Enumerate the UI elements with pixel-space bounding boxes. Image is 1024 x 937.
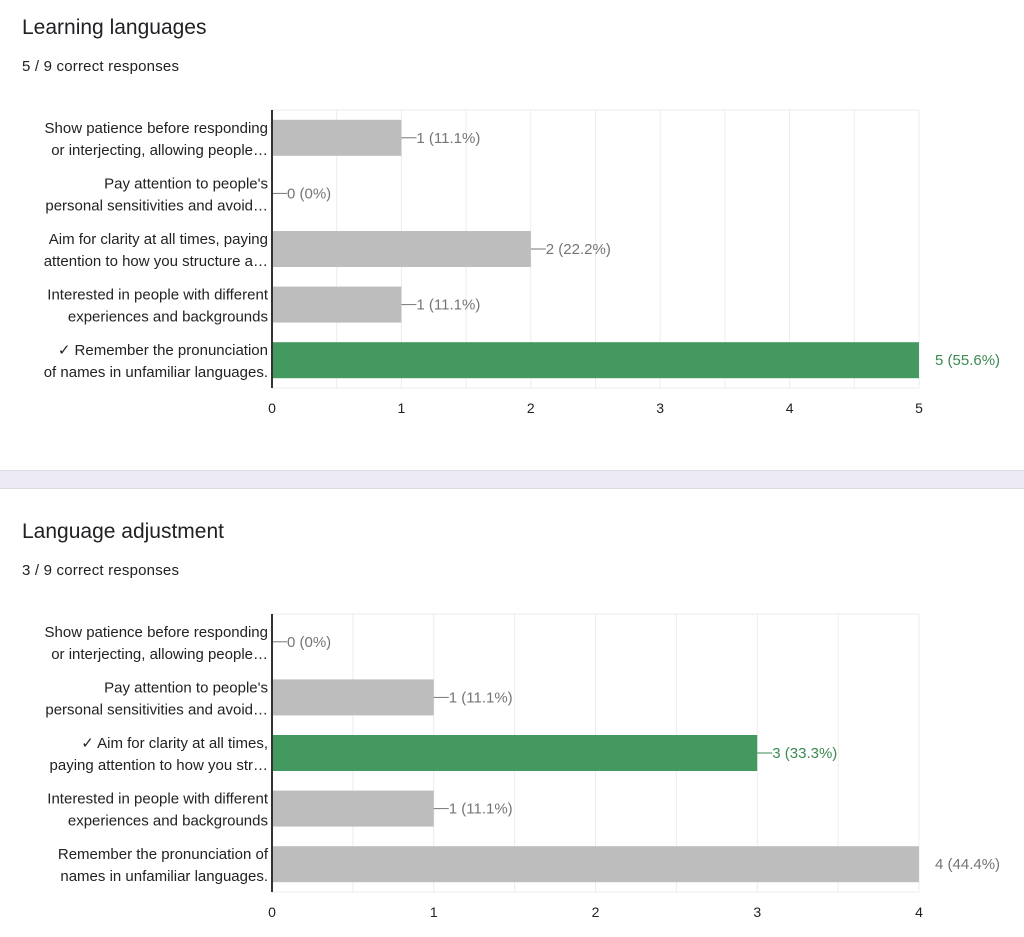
x-tick-label: 1: [398, 400, 406, 416]
data-label: 1 (11.1%): [416, 297, 480, 314]
category-label-line: experiences and backgrounds: [68, 309, 268, 326]
category-label-line: Aim for clarity at all times, paying: [49, 231, 268, 248]
category-label: ✓ Remember the pronunciation of names in …: [44, 342, 268, 381]
category-label-line: personal sensitivities and avoid…: [45, 701, 268, 718]
category-label: Pay attention to people's personal sensit…: [45, 679, 268, 718]
bar: [272, 846, 919, 883]
bar: [272, 679, 434, 716]
category-label: ✓ Aim for clarity at all times, paying at…: [50, 735, 268, 774]
category-label-line: Remember the pronunciation of: [58, 846, 269, 863]
bar: [272, 231, 531, 267]
x-tick-label: 0: [268, 904, 276, 920]
bar: [272, 119, 402, 156]
category-label-line: names in unfamiliar languages.: [60, 868, 268, 885]
category-label: Pay attention to people's personal sensit…: [45, 175, 268, 214]
category-label: Show patience before responding or interj…: [45, 120, 269, 159]
bar-correct: [272, 735, 758, 771]
question-card-learning-languages: Learning languages 5 / 9 correct respons…: [22, 16, 1001, 416]
category-label: Remember the pronunciation of names in un…: [58, 846, 269, 885]
x-tick-label: 2: [527, 400, 535, 416]
category-label-line: Show patience before responding: [45, 624, 269, 641]
x-tick-label: 3: [656, 400, 664, 416]
data-label: 4 (44.4%): [935, 856, 1000, 873]
category-label-line: or interjecting, allowing people…: [51, 142, 268, 159]
category-label-line: ✓ Remember the pronunciation: [58, 342, 268, 359]
category-label-line: or interjecting, allowing people…: [51, 646, 268, 663]
data-label: 5 (55.6%): [935, 352, 1000, 369]
question-card-language-adjustment: Language adjustment 3 / 9 correct respon…: [0, 489, 1024, 937]
bar: [272, 286, 402, 323]
category-label-line: ✓ Aim for clarity at all times,: [81, 735, 268, 752]
category-label: Aim for clarity at all times, paying atte…: [44, 231, 268, 270]
category-label-line: Pay attention to people's: [104, 679, 268, 696]
category-label-line: Interested in people with different: [47, 791, 269, 808]
category-label-line: attention to how you structure a…: [44, 253, 268, 270]
category-label-line: of names in unfamiliar languages.: [44, 364, 268, 381]
category-label-line: personal sensitivities and avoid…: [45, 197, 268, 214]
x-tick-label: 3: [753, 904, 761, 920]
data-label: 1 (11.1%): [416, 130, 480, 147]
category-label: Show patience before responding or interj…: [45, 624, 269, 663]
category-label: Interested in people with different exper…: [47, 791, 269, 830]
category-label-line: Interested in people with different: [47, 287, 269, 304]
data-label: 1 (11.1%): [449, 801, 513, 818]
bar-chart-language-adjustment: Show patience before responding or interj…: [45, 613, 1000, 920]
data-label: 0 (0%): [287, 185, 331, 202]
x-tick-label: 4: [915, 904, 923, 920]
bar-chart-learning-languages: Show patience before responding or interj…: [44, 109, 1000, 416]
data-label: 0 (0%): [287, 634, 331, 651]
bar: [272, 790, 434, 827]
x-tick-label: 5: [915, 400, 923, 416]
bar-correct: [272, 342, 919, 379]
x-tick-label: 0: [268, 400, 276, 416]
x-tick-label: 4: [786, 400, 794, 416]
x-tick-label: 2: [592, 904, 600, 920]
x-tick-label: 1: [430, 904, 438, 920]
category-label-line: Show patience before responding: [45, 120, 269, 137]
card-separator: [0, 470, 1024, 489]
data-label: 1 (11.1%): [449, 689, 513, 706]
data-label: 2 (22.2%): [546, 241, 611, 258]
category-label: Interested in people with different exper…: [47, 287, 269, 326]
category-label-line: Pay attention to people's: [104, 175, 268, 192]
correct-responses-count: 3 / 9 correct responses: [22, 562, 180, 579]
data-label: 3 (33.3%): [772, 745, 837, 762]
question-title: Learning languages: [22, 16, 207, 39]
category-label-line: experiences and backgrounds: [68, 813, 268, 830]
category-label-line: paying attention to how you str…: [50, 757, 268, 774]
question-title: Language adjustment: [22, 520, 224, 543]
correct-responses-count: 5 / 9 correct responses: [22, 58, 180, 75]
